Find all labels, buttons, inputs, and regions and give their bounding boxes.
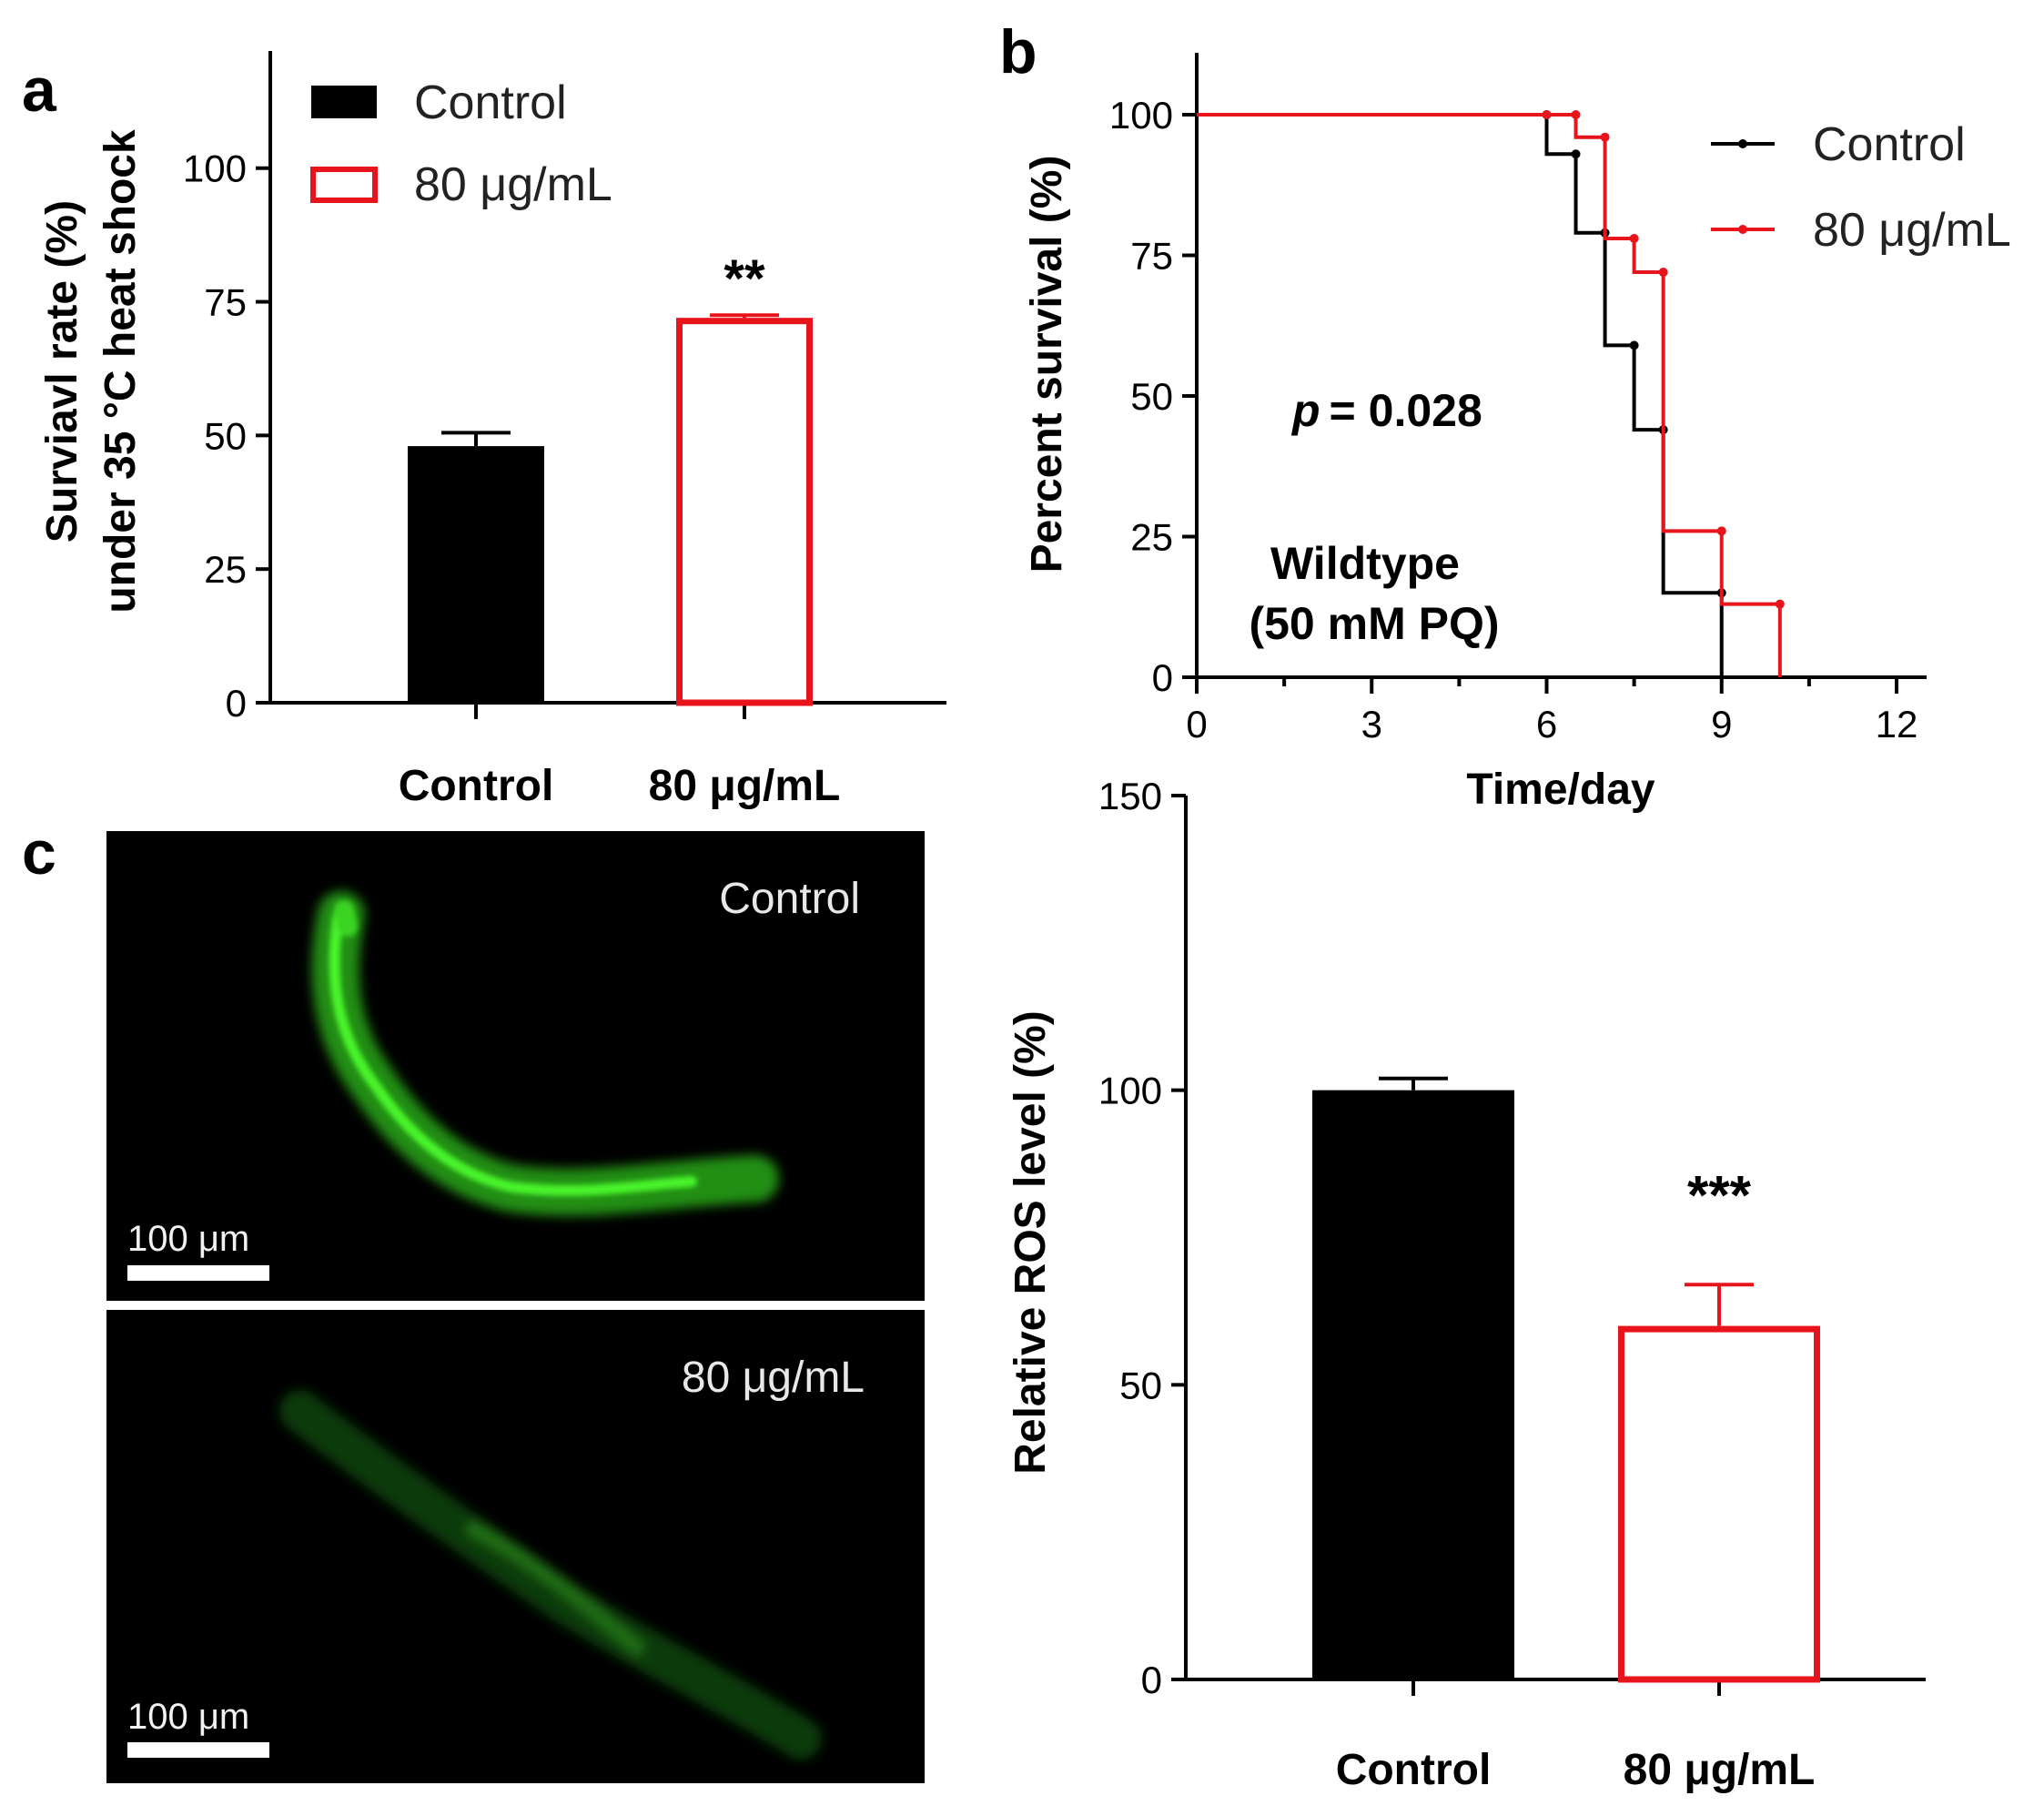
b-point-80	[1571, 110, 1581, 119]
b-annotation-strain: Wildtype	[1270, 538, 1460, 589]
a-significance-marker: **	[723, 249, 765, 309]
a-xtick-label-80: 80 μg/mL	[649, 762, 841, 810]
panel-a-survival-heat-shock: a Surviavl rate (%) under 35 °C heat sho…	[22, 51, 946, 810]
worm-fluorescence-control-core	[329, 900, 697, 1196]
b-point-80	[1716, 526, 1726, 536]
panel-label-a: a	[22, 56, 57, 125]
b-point-control	[1629, 340, 1639, 350]
scale-bar-control	[127, 1265, 269, 1281]
b-annotation-condition: (50 mM PQ)	[1249, 598, 1499, 649]
b-ytick-label-75: 75	[1130, 235, 1173, 278]
c-ytick-label-100: 100	[1098, 1070, 1162, 1112]
b-pvalue-p: p	[1290, 385, 1321, 436]
b-ytick-label-50: 50	[1130, 375, 1173, 418]
b-annotation-pvalue: p = 0.028	[1290, 385, 1482, 436]
a-ylabel-line1: Surviavl rate (%)	[38, 200, 86, 543]
b-xtick-label-3: 3	[1361, 703, 1382, 746]
b-legend: Control 80 μg/mL	[1711, 118, 2011, 257]
a-legend: Control 80 μg/mL	[310, 76, 612, 211]
a-ytick-label-75: 75	[204, 281, 247, 324]
b-legend-marker-80	[1738, 225, 1747, 234]
b-point-80	[1629, 233, 1639, 243]
b-point-80	[1775, 599, 1785, 609]
b-ytick-label-25: 25	[1130, 516, 1173, 559]
b-curve-control	[1197, 113, 1724, 677]
micrograph-control-label: Control	[719, 875, 860, 923]
c-ytick-label-0: 0	[1141, 1659, 1162, 1701]
b-ytick-label-100: 100	[1109, 94, 1173, 137]
panel-b-survival-curve: b Percent survival (%) Time/day 0 25 50 75 1…	[999, 17, 2011, 814]
c-ylabel: Relative ROS level (%)	[1007, 1010, 1055, 1475]
panel-c-micrographs: c Control 100 μm 80 μg/mL 100 μm	[22, 818, 925, 1783]
micrograph-80: 80 μg/mL 100 μm	[106, 1310, 925, 1783]
b-xtick-label-0: 0	[1186, 703, 1207, 746]
worm-fluorescence-80	[279, 1390, 822, 1760]
b-legend-label-80: 80 μg/mL	[1813, 204, 2011, 257]
a-ytick-label-50: 50	[204, 414, 247, 457]
panel-c-ros-bar-chart: Relative ROS level (%) 0 50 100 150 *** Con…	[1007, 775, 1926, 1794]
b-xtick-label-12: 12	[1876, 703, 1918, 746]
b-xtick-label-9: 9	[1711, 703, 1732, 746]
a-legend-swatch-80	[310, 167, 378, 203]
b-legend-label-control: Control	[1813, 118, 1966, 171]
a-ytick-label-0: 0	[226, 682, 247, 725]
c-ytick-label-150: 150	[1098, 775, 1162, 817]
a-ylabel-line2: under 35 °C heat shock	[96, 129, 145, 614]
a-xtick-label-control: Control	[399, 762, 554, 810]
a-bar-80	[676, 318, 813, 706]
panel-label-b: b	[999, 17, 1037, 86]
scale-bar-label-control: 100 μm	[127, 1219, 249, 1259]
a-ytick-label-100: 100	[183, 147, 247, 190]
a-legend-label-control: Control	[414, 76, 567, 129]
a-legend-label-80: 80 μg/mL	[414, 158, 612, 211]
b-point-80	[1658, 268, 1668, 278]
micrograph-80-label: 80 μg/mL	[682, 1354, 865, 1402]
b-point-control	[1571, 149, 1581, 159]
b-ylabel: Percent survival (%)	[1023, 156, 1071, 573]
c-bar-80	[1618, 1325, 1820, 1683]
b-xtick-label-6: 6	[1536, 703, 1557, 746]
a-legend-swatch-control	[311, 86, 377, 118]
micrograph-control: Control 100 μm	[106, 831, 925, 1301]
c-xtick-label-control: Control	[1336, 1746, 1492, 1794]
panel-label-c: c	[22, 818, 56, 888]
b-point-80	[1600, 132, 1610, 142]
b-pvalue-number: = 0.028	[1330, 385, 1482, 436]
a-ytick-label-25: 25	[204, 548, 247, 591]
c-xtick-label-80: 80 μg/mL	[1624, 1746, 1816, 1794]
c-bar-control	[1312, 1090, 1514, 1679]
b-point-80	[1542, 110, 1552, 119]
c-ytick-label-50: 50	[1119, 1364, 1162, 1406]
b-xlabel: Time/day	[1466, 766, 1655, 814]
b-legend-marker-control	[1738, 139, 1747, 148]
b-ytick-label-0: 0	[1152, 656, 1173, 699]
micrograph-control-background	[106, 831, 925, 1301]
c-significance-marker: ***	[1687, 1164, 1752, 1225]
scale-bar-label-80: 100 μm	[127, 1697, 249, 1737]
a-bar-control	[408, 446, 544, 703]
scale-bar-80	[127, 1742, 269, 1758]
